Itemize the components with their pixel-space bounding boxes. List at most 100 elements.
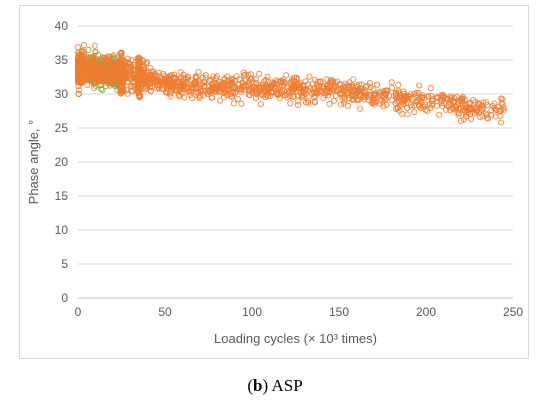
- caption-open: (: [247, 376, 254, 395]
- data-point: [105, 58, 112, 65]
- data-point: [428, 92, 435, 100]
- data-point: [416, 82, 423, 89]
- data-point: [345, 92, 352, 99]
- y-tick-label: 30: [55, 87, 69, 101]
- data-point: [175, 91, 182, 99]
- data-point: [261, 78, 268, 85]
- data-point: [427, 85, 434, 92]
- data-point: [219, 79, 226, 86]
- data-point: [144, 59, 151, 66]
- data-point: [102, 83, 110, 90]
- data-point: [363, 91, 370, 98]
- data-point: [117, 63, 124, 70]
- data-point: [392, 93, 399, 100]
- data-point: [350, 76, 357, 83]
- data-point: [259, 92, 266, 99]
- data-point: [181, 94, 188, 101]
- data-point: [242, 71, 249, 78]
- data-point: [366, 92, 374, 99]
- data-point: [354, 87, 362, 94]
- data-point: [407, 101, 414, 109]
- data-point: [150, 72, 157, 79]
- data-point: [356, 81, 363, 88]
- y-axis-title: Phase angle, °: [26, 120, 41, 205]
- data-point: [455, 105, 462, 113]
- data-point: [334, 78, 341, 85]
- data-point: [330, 87, 337, 94]
- data-point: [271, 84, 278, 91]
- data-point: [79, 47, 86, 54]
- data-point: [136, 58, 144, 65]
- data-point: [370, 98, 377, 105]
- data-point: [160, 70, 167, 77]
- data-point: [91, 42, 98, 49]
- data-point: [148, 68, 156, 75]
- data-point: [216, 97, 224, 104]
- data-point: [118, 81, 125, 88]
- data-point: [94, 59, 101, 66]
- data-point: [118, 53, 125, 60]
- data-point: [451, 94, 458, 102]
- data-point: [404, 111, 411, 118]
- x-tick-label: 100: [242, 305, 262, 319]
- data-point: [346, 79, 353, 86]
- data-point: [350, 96, 357, 103]
- data-point: [378, 96, 385, 104]
- data-point: [400, 88, 407, 95]
- data-point: [477, 113, 484, 121]
- data-point: [90, 80, 98, 87]
- data-point: [74, 74, 82, 81]
- y-tick-label: 15: [55, 189, 69, 203]
- data-point: [93, 72, 101, 79]
- data-point: [224, 73, 231, 80]
- data-point: [471, 110, 478, 117]
- data-point: [274, 78, 281, 85]
- data-point: [268, 84, 275, 91]
- data-point: [252, 95, 260, 102]
- data-point: [491, 104, 498, 112]
- data-point: [177, 69, 184, 76]
- data-point: [396, 107, 403, 114]
- data-point: [143, 69, 150, 77]
- data-point: [185, 88, 192, 95]
- data-point: [462, 113, 470, 120]
- data-point: [320, 83, 327, 90]
- data-point: [205, 87, 212, 95]
- y-tick-label: 5: [61, 257, 68, 271]
- y-tick-label: 25: [55, 121, 69, 135]
- data-point: [104, 67, 111, 75]
- data-point: [499, 96, 506, 103]
- data-point: [88, 67, 95, 75]
- data-point: [152, 78, 159, 85]
- data-point: [230, 100, 237, 107]
- data-point: [353, 97, 360, 104]
- data-point: [111, 61, 118, 68]
- data-point: [324, 82, 331, 89]
- data-point: [313, 81, 321, 88]
- figure-caption: (b) ASP: [0, 376, 550, 396]
- data-point: [155, 83, 162, 90]
- data-point: [257, 101, 264, 108]
- data-point: [403, 95, 410, 102]
- data-point: [380, 103, 387, 110]
- data-point: [102, 62, 109, 69]
- data-point: [494, 104, 501, 111]
- data-point: [482, 110, 489, 117]
- data-point: [411, 102, 418, 109]
- data-point: [284, 84, 291, 91]
- data-point: [94, 76, 101, 83]
- data-point: [342, 80, 349, 87]
- data-point: [263, 91, 270, 98]
- data-point: [141, 86, 149, 93]
- data-point: [294, 101, 302, 109]
- x-tick-label: 0: [75, 305, 82, 319]
- data-point: [326, 83, 334, 91]
- data-point: [75, 77, 83, 85]
- data-point: [135, 76, 142, 83]
- y-tick-label: 10: [55, 223, 69, 237]
- data-point: [184, 73, 191, 80]
- data-point: [406, 94, 413, 101]
- data-point: [175, 79, 182, 86]
- data-points: [74, 42, 507, 126]
- data-point: [117, 71, 124, 78]
